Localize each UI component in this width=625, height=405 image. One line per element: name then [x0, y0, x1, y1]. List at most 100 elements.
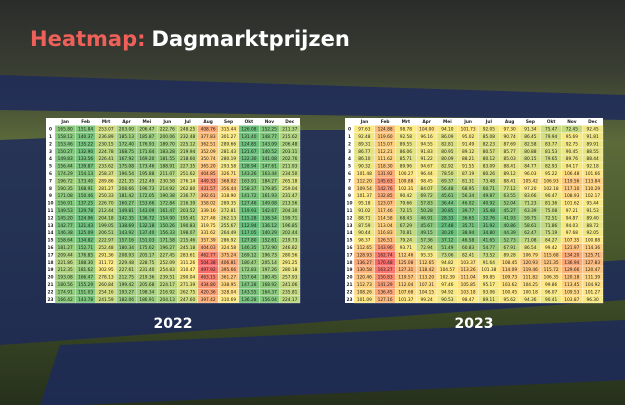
- cell-value: 211.07: [160, 171, 175, 177]
- cell-value: 100.27: [398, 171, 413, 177]
- cell-value: 185.87: [139, 134, 154, 140]
- cell-value: 291.25: [282, 260, 297, 266]
- hour-label: 10: [347, 201, 353, 207]
- cell-value: 254.83: [160, 267, 175, 273]
- cell-value: 44.39: [503, 230, 516, 236]
- cell-value: 176.85: [78, 252, 93, 258]
- month-header: Aug: [203, 119, 212, 125]
- cell-value: 138.69: [119, 223, 134, 229]
- cell-value: 39.77: [462, 208, 475, 214]
- cell-value: 174.29: [58, 171, 73, 177]
- month-header: Mrt: [102, 119, 110, 125]
- hour-label: 5: [348, 164, 351, 170]
- cell-value: 497.92: [201, 267, 216, 273]
- cell-value: 172.84: [160, 201, 175, 207]
- cell-value: 79.94: [545, 134, 558, 140]
- cell-value: 75.47: [545, 127, 558, 133]
- cell-value: 60.83: [462, 245, 475, 251]
- cell-value: 146.38: [58, 230, 73, 236]
- cell-value: 109.54: [357, 186, 372, 192]
- cell-value: 54.77: [483, 245, 496, 251]
- cell-value: 136.28: [241, 297, 256, 303]
- cell-value: 73.52: [483, 252, 496, 258]
- cell-value: 81.36: [545, 201, 558, 207]
- cell-value: 160.27: [119, 201, 134, 207]
- cell-value: 96.16: [420, 134, 433, 140]
- cell-value: 103.18: [461, 289, 476, 295]
- heatmap-table: JanFebMrtAprMeiJunJulAugSepOktNovDec097.…: [345, 118, 603, 332]
- cell-value: 87.19: [462, 171, 475, 177]
- hour-label: 11: [347, 208, 353, 214]
- cell-value: 112.20: [357, 178, 372, 184]
- cell-value: 45.67: [420, 223, 433, 229]
- cell-value: 96.03: [524, 171, 537, 177]
- cell-value: 197.26: [262, 267, 277, 273]
- heatmap-table: JanFebMrtAprMeiJunJulAugSepOktNovDec0165…: [46, 118, 300, 332]
- cell-value: 111.39: [585, 275, 600, 281]
- cell-value: 179.85: [262, 186, 277, 192]
- cell-value: 147.28: [241, 282, 256, 288]
- cell-value: 161.47: [160, 208, 175, 214]
- cell-value: 114.36: [585, 245, 600, 251]
- cell-value: 211.37: [282, 127, 297, 133]
- cell-value: 259.04: [282, 186, 297, 192]
- cell-value: 106.48: [564, 171, 579, 177]
- cell-value: 248.25: [180, 127, 195, 133]
- cell-value: 227.61: [119, 267, 134, 273]
- hour-label: 5: [49, 164, 52, 170]
- cell-value: 157.16: [119, 238, 134, 244]
- cell-value: 91.83: [420, 149, 433, 155]
- cell-value: 104.25: [523, 282, 538, 288]
- cell-value: 109.73: [502, 275, 517, 281]
- cell-value: 184.27: [262, 178, 277, 184]
- cell-value: 89.28: [503, 252, 516, 258]
- cell-value: 112.73: [357, 282, 372, 288]
- cell-value: 219.36: [139, 275, 154, 281]
- cell-value: 101.37: [398, 297, 413, 303]
- cell-value: 134.82: [78, 238, 93, 244]
- cell-value: 310.47: [180, 267, 195, 273]
- cell-value: 204.30: [282, 208, 297, 214]
- cell-value: 49.87: [483, 193, 496, 199]
- cell-value: 83.09: [483, 164, 496, 170]
- hour-label: 2: [49, 141, 52, 147]
- hour-label: 17: [347, 252, 353, 258]
- cell-value: 117.05: [241, 230, 256, 236]
- cell-value: 149.83: [58, 156, 73, 162]
- cell-value: 34.80: [483, 230, 496, 236]
- hour-label: 9: [348, 193, 351, 199]
- cell-value: 99.24: [420, 297, 433, 303]
- cell-value: 31.92: [483, 223, 496, 229]
- month-header: Feb: [381, 119, 390, 125]
- cell-value: 156.04: [262, 297, 277, 303]
- cell-value: 196.27: [160, 245, 175, 251]
- cell-value: 100.18: [523, 289, 538, 295]
- hour-label: 0: [49, 127, 52, 133]
- cell-value: 88.41: [503, 178, 516, 184]
- cell-value: 50.28: [420, 208, 433, 214]
- cell-value: 152.61: [262, 238, 277, 244]
- cell-value: 181.62: [78, 267, 93, 273]
- cell-value: 212.44: [99, 208, 114, 214]
- cell-value: 156.33: [160, 230, 175, 236]
- cell-value: 283.61: [180, 252, 195, 258]
- cell-value: 69.37: [441, 178, 454, 184]
- cell-value: 143.92: [119, 230, 134, 236]
- cell-value: 193.08: [58, 275, 73, 281]
- cell-value: 152.71: [78, 245, 93, 251]
- cell-value: 115.28: [241, 215, 256, 221]
- cell-value: 206.47: [139, 127, 154, 133]
- cell-value: 117.10: [564, 186, 579, 192]
- cell-value: 208.66: [119, 186, 134, 192]
- cell-value: 80.26: [483, 171, 496, 177]
- cell-value: 96.44: [420, 171, 433, 177]
- cell-value: 73.06: [441, 252, 454, 258]
- cell-value: 99.85: [483, 275, 496, 281]
- cell-value: 213.56: [282, 201, 297, 207]
- cell-value: 206.48: [282, 141, 297, 147]
- cell-value: 82.41: [462, 252, 475, 258]
- cell-value: 246.82: [282, 245, 297, 251]
- cell-value: 40.86: [503, 223, 516, 229]
- year-label: 2022: [154, 316, 193, 332]
- cell-value: 111.04: [461, 275, 476, 281]
